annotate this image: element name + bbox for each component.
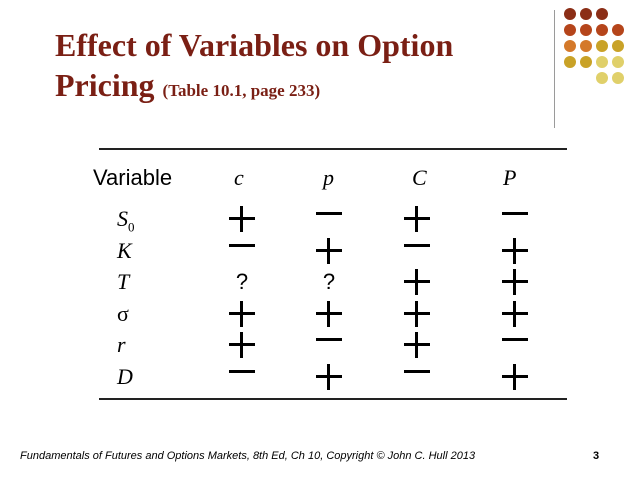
minus-sign-american-call bbox=[402, 362, 432, 392]
variable-symbol: K bbox=[117, 237, 132, 263]
variable-name: T bbox=[117, 267, 177, 297]
variable-name: r bbox=[117, 330, 177, 360]
minus-sign-european-call bbox=[227, 236, 257, 266]
variable-name: D bbox=[117, 362, 177, 392]
plus-sign-european-put bbox=[314, 362, 344, 392]
decorative-dot bbox=[580, 8, 592, 20]
minus-sign-european-put bbox=[314, 204, 344, 234]
decorative-dot bbox=[564, 24, 576, 36]
variable-name: K bbox=[117, 236, 177, 266]
question-mark-european-call: ? bbox=[235, 269, 249, 294]
header-european-put: p bbox=[323, 165, 334, 190]
header-american-put: P bbox=[503, 165, 517, 190]
title-line-2-main: Pricing bbox=[55, 67, 155, 103]
decorative-dot bbox=[580, 24, 592, 36]
variable-symbol: σ bbox=[117, 300, 129, 326]
plus-sign-european-call bbox=[227, 299, 257, 329]
page-number: 3 bbox=[593, 450, 600, 462]
variable-subscript: 0 bbox=[128, 219, 135, 235]
minus-sign-american-put bbox=[500, 330, 530, 360]
minus-sign-american-put bbox=[500, 204, 530, 234]
slide-title: Effect of Variables on Option Pricing (T… bbox=[55, 25, 453, 111]
decorative-dot bbox=[612, 56, 624, 68]
plus-sign-american-call bbox=[402, 330, 432, 360]
table-bottom-rule bbox=[99, 398, 567, 400]
plus-sign-american-call bbox=[402, 299, 432, 329]
minus-sign-european-call bbox=[227, 362, 257, 392]
decorative-dot bbox=[612, 40, 624, 52]
title-line-1: Effect of Variables on Option bbox=[55, 27, 454, 63]
decorative-dot bbox=[564, 8, 576, 20]
plus-sign-american-call bbox=[402, 267, 432, 297]
plus-sign-european-call bbox=[227, 204, 257, 234]
footer-copyright: Fundamentals of Futures and Options Mark… bbox=[20, 450, 476, 462]
decorative-divider bbox=[554, 10, 555, 128]
decorative-dot bbox=[564, 56, 576, 68]
plus-sign-american-put bbox=[500, 362, 530, 392]
title-reference: (Table 10.1, page 233) bbox=[162, 81, 321, 100]
plus-sign-european-put bbox=[314, 236, 344, 266]
decorative-dot bbox=[612, 72, 624, 84]
header-variable: Variable bbox=[93, 165, 173, 190]
variable-name: S0 bbox=[117, 204, 177, 242]
question-mark-european-put: ? bbox=[322, 269, 336, 294]
decorative-dot bbox=[596, 72, 608, 84]
header-european-call: c bbox=[234, 165, 244, 190]
decorative-dot bbox=[596, 8, 608, 20]
plus-sign-american-put bbox=[500, 236, 530, 266]
variable-symbol: S bbox=[117, 206, 128, 231]
decorative-dot bbox=[580, 56, 592, 68]
decorative-dot bbox=[596, 24, 608, 36]
plus-sign-european-call bbox=[227, 330, 257, 360]
decorative-dot bbox=[580, 40, 592, 52]
decorative-dot bbox=[596, 40, 608, 52]
decorative-dot bbox=[612, 24, 624, 36]
minus-sign-european-put bbox=[314, 330, 344, 360]
variable-symbol: T bbox=[117, 269, 130, 294]
variable-name: σ bbox=[117, 299, 177, 329]
plus-sign-american-call bbox=[402, 204, 432, 234]
plus-sign-american-put bbox=[500, 299, 530, 329]
decorative-dot bbox=[596, 56, 608, 68]
decorative-dot bbox=[564, 40, 576, 52]
minus-sign-american-call bbox=[402, 236, 432, 266]
variable-symbol: r bbox=[117, 332, 126, 357]
title-line-2: Pricing (Table 10.1, page 233) bbox=[55, 65, 453, 111]
table-top-rule bbox=[99, 148, 567, 150]
plus-sign-american-put bbox=[500, 267, 530, 297]
variable-symbol: D bbox=[117, 363, 133, 389]
header-american-call: C bbox=[412, 165, 427, 190]
plus-sign-european-put bbox=[314, 299, 344, 329]
